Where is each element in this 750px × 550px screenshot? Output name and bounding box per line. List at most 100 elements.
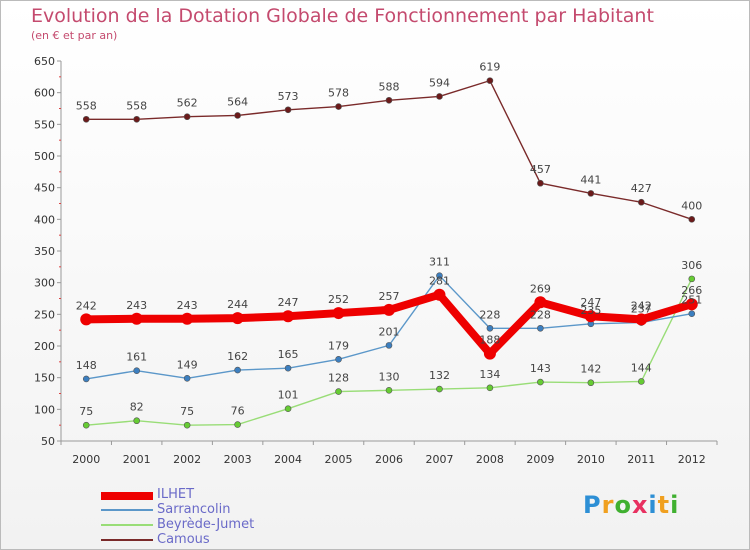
logo-letter: o — [614, 491, 632, 519]
x-tick-label: 2007 — [425, 453, 453, 466]
data-point — [284, 405, 292, 413]
data-point — [534, 296, 547, 309]
data-label: 562 — [177, 97, 198, 110]
data-point — [133, 115, 140, 123]
data-label: 281 — [429, 275, 450, 288]
y-tick-label: 250 — [34, 308, 55, 321]
data-label: 82 — [130, 401, 144, 414]
logo-letter: t — [657, 491, 671, 519]
logo-letter: i — [648, 491, 658, 519]
y-tick-label: 600 — [34, 87, 55, 100]
data-label: 149 — [177, 358, 198, 371]
data-label: 228 — [479, 308, 500, 321]
legend-label-camous: Camous — [157, 532, 210, 547]
data-point — [638, 198, 645, 206]
data-label: 243 — [177, 299, 198, 312]
x-tick-label: 2011 — [627, 453, 655, 466]
data-point — [688, 216, 696, 223]
x-tick-label: 2008 — [476, 453, 504, 466]
data-point — [133, 367, 140, 375]
data-point — [436, 272, 443, 280]
data-point — [436, 385, 443, 393]
x-ticks: 2000 2001 2002 2003 2004 2005 2006 2007 2008 2009… — [60, 441, 718, 466]
chart-subtitle: (en € et par an) — [31, 29, 118, 42]
data-label: 162 — [227, 350, 248, 363]
x-tick-label: 2012 — [678, 453, 706, 466]
y-tick-label: 200 — [34, 340, 55, 353]
data-label: 130 — [379, 370, 400, 383]
data-point — [383, 303, 395, 316]
data-point — [231, 312, 244, 325]
data-label: 427 — [631, 182, 652, 195]
y-tick-label: 100 — [34, 403, 55, 416]
data-label: 188 — [479, 334, 500, 347]
data-label: 266 — [681, 284, 702, 297]
data-label: 247 — [580, 296, 601, 309]
data-point — [183, 374, 191, 382]
data-label: 179 — [328, 339, 349, 352]
data-label: 257 — [379, 290, 400, 303]
x-tick-label: 2002 — [173, 453, 201, 466]
data-point — [181, 312, 194, 325]
y-tick-label: 550 — [34, 118, 55, 131]
data-label: 306 — [681, 259, 702, 272]
data-label: 243 — [126, 299, 147, 312]
data-label: 564 — [227, 95, 248, 108]
data-label: 588 — [379, 80, 400, 93]
data-point — [537, 179, 544, 187]
data-label: 244 — [227, 298, 248, 311]
data-point — [332, 307, 345, 320]
data-label: 252 — [328, 293, 349, 306]
data-point — [587, 379, 595, 387]
data-label: 594 — [429, 76, 450, 89]
data-label: 144 — [631, 361, 652, 374]
data-point — [282, 310, 295, 323]
data-point — [234, 112, 241, 119]
chart-title: Evolution de la Dotation Globale de Fonc… — [31, 5, 654, 27]
series-lines — [80, 77, 698, 429]
data-point — [284, 106, 292, 114]
data-label: 269 — [530, 282, 551, 295]
y-tick-label: 300 — [34, 277, 55, 290]
logo-letter: r — [601, 491, 615, 519]
data-label: 76 — [231, 405, 245, 418]
data-point — [284, 364, 292, 372]
data-label: 148 — [76, 359, 97, 372]
data-label: 142 — [580, 363, 601, 376]
data-point — [537, 324, 544, 332]
x-tick-label: 2003 — [224, 453, 252, 466]
data-label: 251 — [681, 294, 702, 307]
logo-letter: P — [583, 491, 602, 519]
data-point — [82, 375, 90, 383]
y-tick-label: 500 — [34, 150, 55, 163]
data-point — [234, 366, 241, 374]
data-point — [130, 312, 143, 325]
x-tick-label: 2004 — [274, 453, 302, 466]
data-label: 75 — [79, 405, 93, 418]
value-labels: 558 558 562 564 573 578 588 594 619 457 441 427 400 7… — [76, 61, 703, 419]
legend-swatch-ilhet — [101, 492, 153, 500]
data-point — [433, 288, 446, 301]
data-point — [234, 421, 241, 428]
data-point — [82, 421, 90, 429]
data-label: 235 — [580, 304, 601, 317]
y-tick-label: 450 — [34, 182, 55, 195]
data-label: 558 — [126, 99, 147, 112]
y-tick-label: 50 — [41, 435, 55, 448]
data-point — [587, 190, 595, 197]
data-label: 242 — [76, 299, 97, 312]
data-label: 132 — [429, 369, 450, 382]
data-point — [385, 387, 393, 394]
line-chart: 50 100 150 200 250 300 350 400 450 500 550 600 650 2… — [34, 55, 718, 466]
data-point — [385, 96, 393, 104]
proxiti-logo: Proxiti — [583, 491, 679, 519]
y-tick-label: 650 — [34, 55, 55, 68]
logo-letter: x — [631, 491, 649, 519]
data-label: 165 — [278, 348, 299, 361]
legend-swatch-sarrancolin — [101, 509, 153, 511]
y-tick-label: 150 — [34, 372, 55, 385]
data-point — [688, 310, 696, 318]
x-tick-label: 2006 — [375, 453, 403, 466]
x-tick-label: 2010 — [577, 453, 605, 466]
data-label: 101 — [278, 389, 299, 402]
